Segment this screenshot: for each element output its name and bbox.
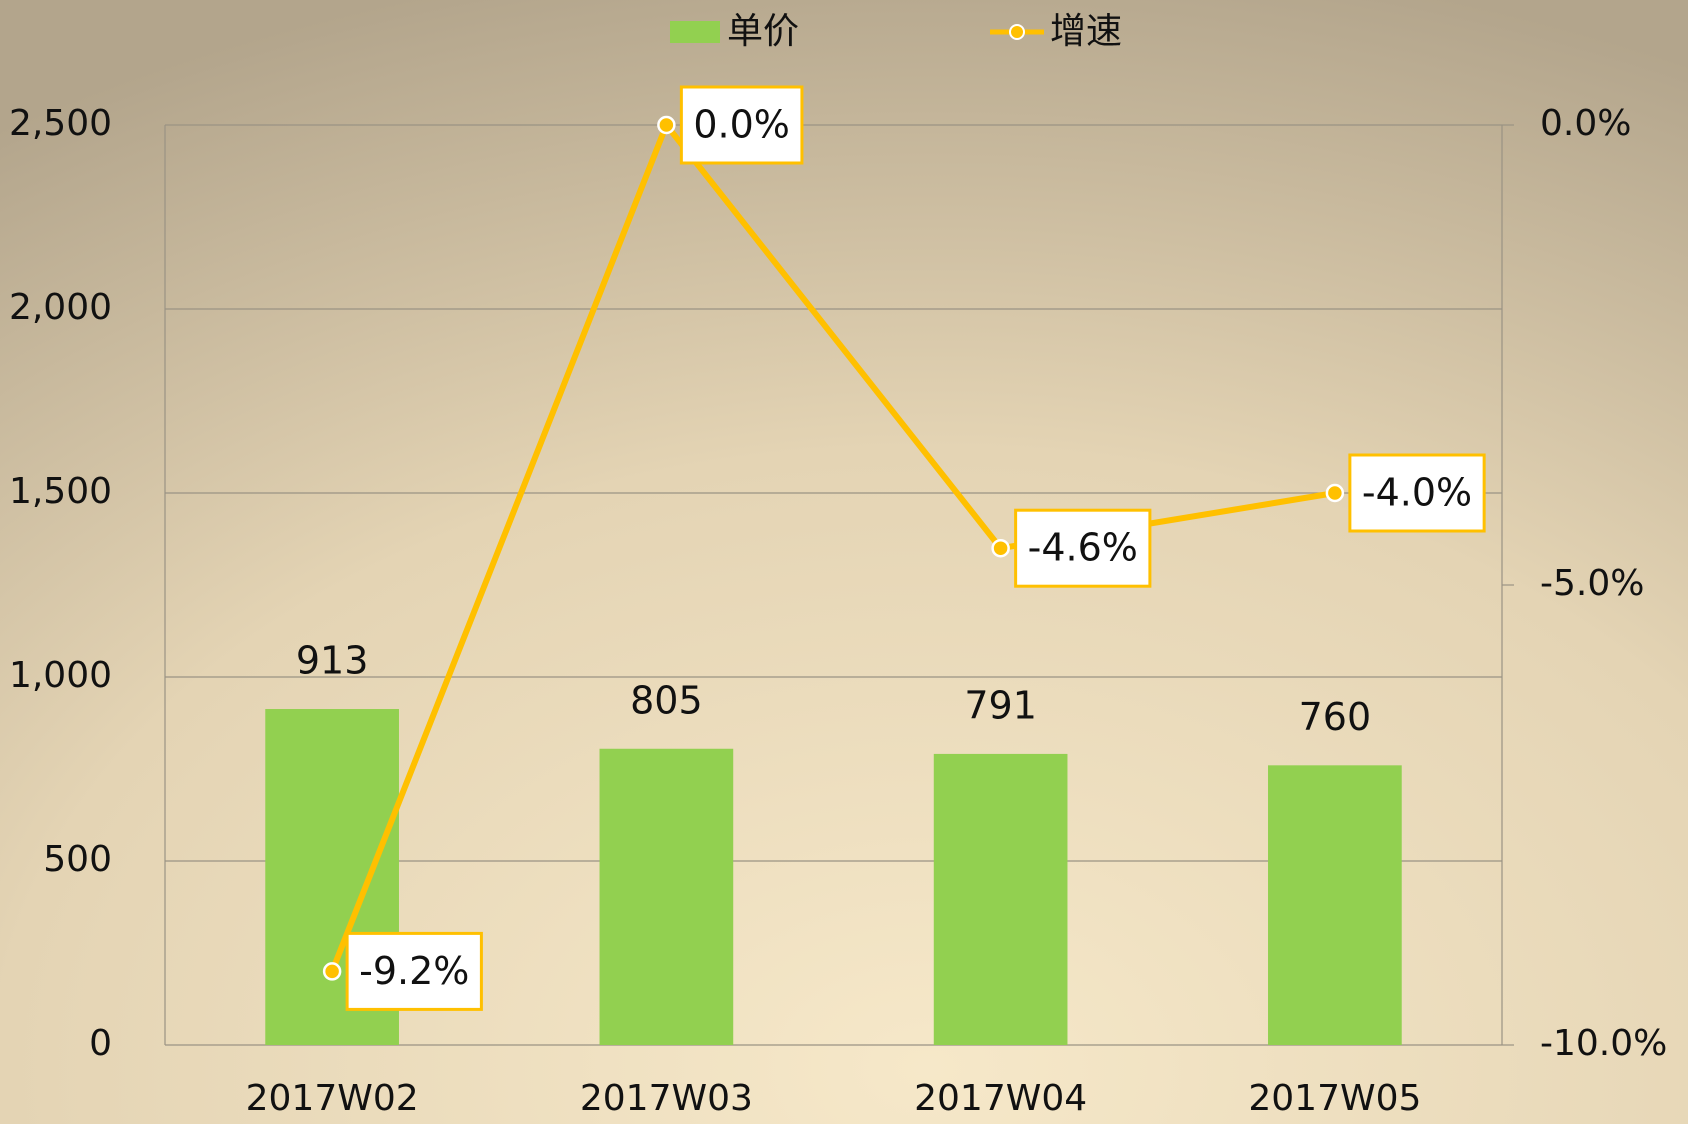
y-tick-label: 0	[89, 1023, 112, 1064]
bar	[1268, 765, 1402, 1045]
value-label-box	[345, 931, 483, 1011]
value-label-box	[1348, 453, 1486, 533]
line-value-label: 0.0%	[693, 103, 790, 147]
bar	[599, 748, 734, 1045]
y-tick-label: 2,000	[9, 287, 112, 328]
value-label-box	[1014, 508, 1152, 588]
y-tick-label: 500	[43, 839, 112, 880]
line-marker	[657, 115, 676, 135]
line-marker	[1325, 483, 1345, 503]
y-tick-label: 1,000	[9, 655, 112, 696]
x-tick-label: 2017W02	[246, 1078, 419, 1119]
bar-value-label: 760	[1299, 695, 1372, 739]
bar-value-label: 805	[630, 678, 703, 722]
line-marker	[991, 538, 1010, 558]
bar-value-label: 791	[964, 683, 1037, 727]
x-tick-label: 2017W03	[580, 1078, 753, 1119]
bar-value-label: 913	[296, 639, 369, 683]
value-label-box	[679, 85, 804, 165]
line-value-label: -4.0%	[1362, 471, 1472, 515]
legend-label: 增速	[1050, 11, 1122, 52]
line-value-label: -9.2%	[359, 949, 469, 993]
legend-label: 单价	[727, 11, 799, 52]
x-tick-label: 2017W04	[914, 1078, 1087, 1119]
line-marker	[322, 962, 342, 981]
line	[329, 119, 1336, 973]
y-tick-label: 2,500	[9, 103, 112, 144]
y2-tick-label: -10.0%	[1540, 1023, 1667, 1064]
x-tick-label: 2017W05	[1248, 1078, 1421, 1119]
bar	[933, 753, 1068, 1045]
line-value-label: -4.6%	[1028, 526, 1138, 570]
legend-swatch	[670, 21, 720, 43]
y-tick-label: 1,500	[9, 471, 112, 512]
y2-tick-label: 0.0%	[1540, 103, 1631, 144]
y2-tick-label: -5.0%	[1540, 563, 1644, 604]
legend-marker	[1009, 24, 1025, 40]
